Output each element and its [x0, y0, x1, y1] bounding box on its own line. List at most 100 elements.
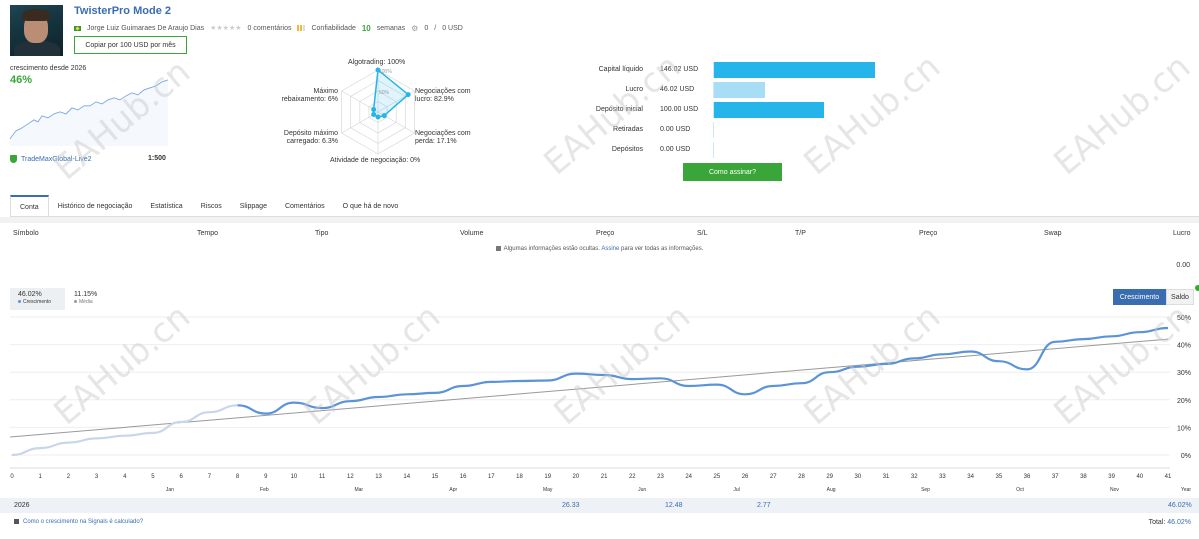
- tab-statistics[interactable]: Estatística: [150, 202, 183, 210]
- signal-title[interactable]: TwisterPro Mode 2: [74, 5, 171, 17]
- year-value[interactable]: 12.48: [665, 502, 683, 509]
- x-tick-label: 29: [826, 474, 833, 480]
- x-tick-label: 24: [685, 474, 692, 480]
- x-tick-label: 19: [544, 474, 551, 480]
- col-time[interactable]: Tempo: [197, 230, 219, 237]
- col-volume[interactable]: Volume: [460, 230, 484, 237]
- col-profit[interactable]: Lucro: [1173, 230, 1191, 237]
- x-tick-label: 6: [179, 474, 183, 480]
- fin-value: 0.00 USD: [660, 126, 691, 133]
- tab-account[interactable]: Conta: [10, 195, 49, 217]
- tab-comments[interactable]: Comentários: [284, 202, 325, 210]
- fin-label: Retiradas: [613, 126, 643, 133]
- radar-point-2[interactable]: [381, 113, 387, 119]
- y-tick-label: 40%: [1177, 343, 1191, 350]
- x-month-label: Apr: [449, 487, 457, 493]
- col-sl[interactable]: S/L: [697, 230, 708, 237]
- y-tick-label: 30%: [1177, 370, 1191, 377]
- radar-point-5[interactable]: [371, 106, 377, 112]
- x-tick-label: 15: [432, 474, 439, 480]
- fin-bar-axis: [713, 142, 714, 158]
- radar-point-0[interactable]: [375, 67, 381, 73]
- year-value[interactable]: 26.33: [562, 502, 580, 509]
- fin-bar[interactable]: [714, 82, 765, 98]
- tab-trade-history[interactable]: Histórico de negociação: [57, 202, 133, 210]
- x-tick-label: 12: [347, 474, 354, 480]
- subscribers-icon: ⚙: [411, 23, 419, 33]
- how-to-subscribe-button[interactable]: Como assinar?: [683, 163, 782, 181]
- fin-label: Depósito inicial: [595, 106, 643, 113]
- subscribe-link[interactable]: Assine: [601, 246, 620, 253]
- growth-series-1[interactable]: [237, 326, 1169, 415]
- growth-dot-icon: [18, 300, 21, 304]
- growth-series-0[interactable]: [11, 404, 238, 457]
- fin-value: 146.02 USD: [660, 66, 699, 73]
- total-label: Total:: [1148, 519, 1166, 526]
- radar-scale-50: 50%: [379, 90, 390, 96]
- calculator-icon: [14, 519, 19, 524]
- x-month-label: Jan: [166, 487, 174, 493]
- x-tick-label: 25: [714, 474, 721, 480]
- comments-count[interactable]: 0 comentários: [247, 24, 292, 32]
- x-tick-label: 38: [1080, 474, 1087, 480]
- x-month-label: May: [543, 487, 553, 493]
- col-type[interactable]: Tipo: [315, 230, 329, 237]
- watermark-text: EAHub.cn: [1046, 46, 1199, 184]
- year-value[interactable]: 2.77: [757, 502, 771, 509]
- col-symbol[interactable]: Símbolo: [13, 230, 39, 237]
- switch-balance-button[interactable]: Saldo: [1166, 289, 1194, 305]
- radar-point-3[interactable]: [375, 114, 381, 120]
- growth-calc-text[interactable]: Como o crescimento na Signals é calculad…: [23, 519, 144, 526]
- brazil-flag-icon: [74, 25, 81, 31]
- tab-slippage[interactable]: Slippage: [239, 202, 267, 210]
- col-price-close[interactable]: Preço: [919, 230, 938, 237]
- reliability-label: Confiabilidade: [311, 24, 356, 32]
- legend-growth-value: 46.02%: [18, 291, 42, 298]
- growth-chart: 0%10%20%30%40%50%0 1 2 3 4 5 6 7 8 9 10 11 12 13 14 15 1…: [9, 315, 1191, 493]
- fin-bar[interactable]: [714, 102, 825, 118]
- broker-name[interactable]: TradeMaxGlobal-Live2: [21, 155, 92, 163]
- legend-avg-value[interactable]: 11.15%: [74, 291, 98, 298]
- fin-bar-axis: [713, 102, 714, 118]
- growth-since-label: crescimento desde 2026: [10, 65, 87, 72]
- year-value[interactable]: 46.02%: [1168, 502, 1192, 509]
- col-price[interactable]: Preço: [596, 230, 615, 237]
- radar-point-4[interactable]: [371, 112, 377, 118]
- x-tick-label: 4: [123, 474, 127, 480]
- legend-growth-box[interactable]: [10, 288, 65, 310]
- col-tp[interactable]: T/P: [795, 230, 806, 237]
- tab-risks[interactable]: Riscos: [200, 202, 222, 210]
- trades-table-header: Símbolo Tempo Tipo Volume Preço S/L T/P …: [0, 230, 1199, 242]
- broker-link[interactable]: TradeMaxGlobal-Live2: [10, 155, 92, 163]
- x-year-label: Year: [1181, 487, 1191, 493]
- growth-calc-link[interactable]: Como o crescimento na Signals é calculad…: [14, 519, 143, 525]
- author-name[interactable]: Jorge Luiz Guimaraes De Araujo Dias: [87, 24, 205, 32]
- fin-value: 46.02 USD: [660, 86, 695, 93]
- col-swap[interactable]: Swap: [1044, 230, 1062, 237]
- x-tick-label: 0: [10, 474, 14, 480]
- author-avatar[interactable]: [10, 5, 63, 56]
- switch-growth-button[interactable]: Crescimento: [1113, 289, 1166, 305]
- radar-point-1[interactable]: [405, 92, 411, 98]
- fin-bar[interactable]: [714, 62, 875, 78]
- x-tick-label: 18: [516, 474, 523, 480]
- fin-value: 0.00 USD: [660, 146, 691, 153]
- trend-line: [9, 338, 1169, 438]
- x-tick-label: 32: [911, 474, 918, 480]
- radar-svg: [341, 67, 415, 155]
- x-tick-label: 28: [798, 474, 805, 480]
- tab-whats-new[interactable]: O que há de novo: [342, 202, 399, 210]
- x-tick-label: 33: [939, 474, 946, 480]
- radar-label-activity: Atividade de negociação: 0%: [330, 157, 421, 164]
- x-tick-label: 40: [1136, 474, 1143, 480]
- radar-label-drawdown: Máximo rebaixamento: 6%: [281, 88, 338, 103]
- x-tick-label: 22: [629, 474, 636, 480]
- lock-icon: [495, 246, 501, 251]
- tab-divider: [10, 216, 1199, 217]
- signal-meta: Jorge Luiz Guimaraes De Araujo Dias ★★★★…: [74, 23, 463, 33]
- total-growth: Total: 46.02%: [1149, 519, 1191, 526]
- copy-subscribe-button[interactable]: Copiar por 100 USD por mês: [74, 36, 187, 54]
- x-tick-label: 17: [488, 474, 495, 480]
- weeks-label: semanas: [376, 24, 406, 32]
- x-month-label: Aug: [827, 487, 836, 493]
